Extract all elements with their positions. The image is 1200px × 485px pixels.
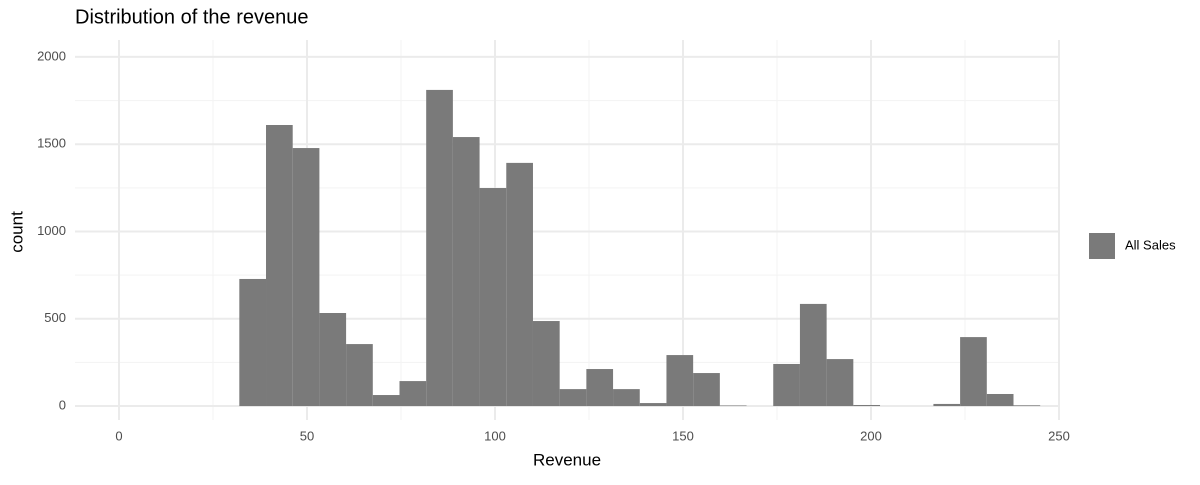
x-tick-label: 100 bbox=[484, 428, 506, 443]
x-axis-label: Revenue bbox=[533, 450, 601, 469]
x-tick-label: 50 bbox=[300, 428, 314, 443]
bar bbox=[853, 404, 881, 407]
bar bbox=[346, 344, 373, 407]
bar bbox=[239, 278, 267, 407]
y-tick-label: 2000 bbox=[37, 48, 66, 63]
bar bbox=[506, 162, 533, 407]
bar bbox=[799, 303, 827, 407]
bar bbox=[479, 188, 507, 407]
bar bbox=[666, 355, 694, 407]
bar bbox=[613, 389, 640, 407]
bar bbox=[693, 373, 720, 407]
legend-swatch bbox=[1089, 233, 1115, 259]
legend-label: All Sales bbox=[1125, 237, 1176, 252]
x-tick-label: 250 bbox=[1048, 428, 1070, 443]
y-axis-label: count bbox=[7, 211, 26, 253]
chart-title: Distribution of the revenue bbox=[75, 6, 308, 28]
bar bbox=[399, 381, 427, 407]
bar bbox=[960, 337, 987, 407]
y-tick-label: 0 bbox=[59, 397, 66, 412]
y-tick-label: 1500 bbox=[37, 136, 66, 151]
bar bbox=[559, 389, 587, 407]
y-tick-label: 500 bbox=[44, 310, 66, 325]
bar bbox=[826, 359, 854, 407]
bar bbox=[639, 403, 667, 407]
bar bbox=[719, 405, 747, 407]
bar bbox=[773, 363, 800, 407]
x-tick-label: 0 bbox=[115, 428, 122, 443]
bar bbox=[1013, 405, 1041, 407]
bar bbox=[319, 312, 347, 407]
x-tick-label: 200 bbox=[860, 428, 882, 443]
bar bbox=[266, 125, 293, 407]
x-tick-label: 150 bbox=[672, 428, 694, 443]
bar bbox=[372, 395, 400, 407]
bar bbox=[426, 89, 453, 407]
bar bbox=[292, 148, 320, 407]
bar bbox=[586, 369, 614, 407]
bar bbox=[532, 321, 560, 407]
y-tick-label: 1000 bbox=[37, 223, 66, 238]
bar bbox=[933, 403, 961, 407]
bar bbox=[452, 137, 480, 407]
bar bbox=[986, 393, 1014, 407]
